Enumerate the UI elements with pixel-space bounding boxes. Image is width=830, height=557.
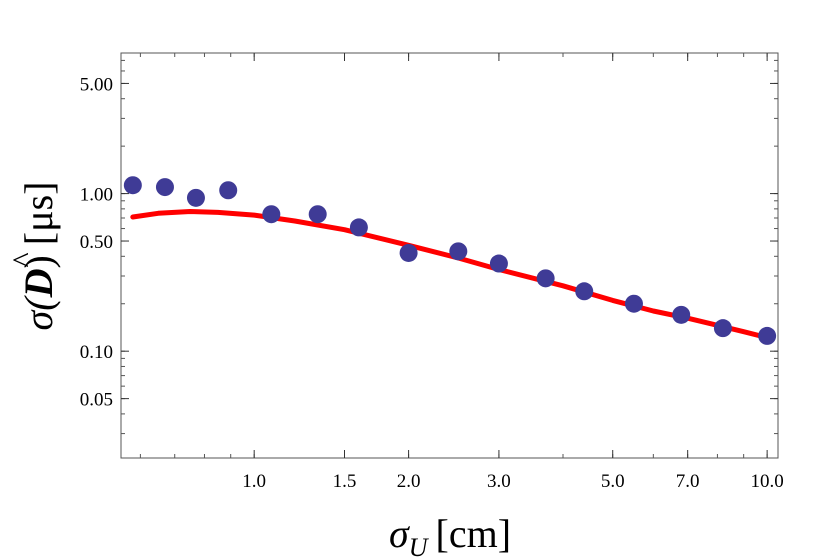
data-point (155, 178, 174, 197)
data-point (489, 254, 508, 273)
x-tick-label: 3.0 (487, 471, 511, 492)
x-axis-title: σU [cm] (389, 511, 511, 557)
x-tick-label: 5.0 (601, 471, 625, 492)
data-point (262, 205, 281, 224)
x-tick-label: 10.0 (751, 471, 784, 492)
series-line (130, 209, 770, 341)
data-point (575, 282, 594, 301)
y-tick-label: 1.00 (80, 185, 113, 206)
data-point (624, 294, 643, 313)
data-point (672, 305, 691, 324)
x-axis-title-sub: U (409, 533, 430, 557)
y-tick-label: 0.10 (80, 342, 113, 363)
data-point (349, 218, 368, 237)
data-point (186, 188, 205, 207)
data-point (449, 242, 468, 261)
data-point (536, 269, 555, 288)
x-tick-label: 2.0 (397, 471, 421, 492)
plot-frame (120, 52, 779, 459)
y-axis-title-var: D (16, 269, 61, 299)
y-axis-title-hat: ^ (5, 252, 41, 267)
y-axis-title-prefix: σ( (16, 295, 61, 331)
ticks (121, 53, 778, 458)
y-tick-label: 0.05 (80, 390, 113, 411)
y-tick-label: 0.50 (80, 232, 113, 253)
y-tick-label: 5.00 (80, 74, 113, 95)
data-point (308, 205, 327, 224)
data-point (713, 319, 732, 338)
data-point (123, 176, 142, 195)
points (123, 176, 777, 345)
tick-labels: 1.0 1.5 2.0 3.0 5.0 7.0 10.0 5.00 1.00 0.50 0.10 0.… (80, 74, 784, 492)
y-axis-title-suffix: ) [μs] (16, 182, 61, 269)
data-point (219, 181, 238, 200)
data-point (758, 326, 777, 345)
y-axis-title: σ(D) [μs] (16, 182, 61, 331)
x-axis-title-main: σ (389, 511, 410, 556)
y-axis-title-group: σ(D) [μs] ^ (5, 182, 61, 331)
data-point (399, 243, 418, 262)
x-tick-label: 1.0 (242, 471, 266, 492)
x-axis-title-unit: [cm] (436, 511, 512, 556)
x-tick-label: 7.0 (676, 471, 700, 492)
x-tick-label: 1.5 (333, 471, 357, 492)
